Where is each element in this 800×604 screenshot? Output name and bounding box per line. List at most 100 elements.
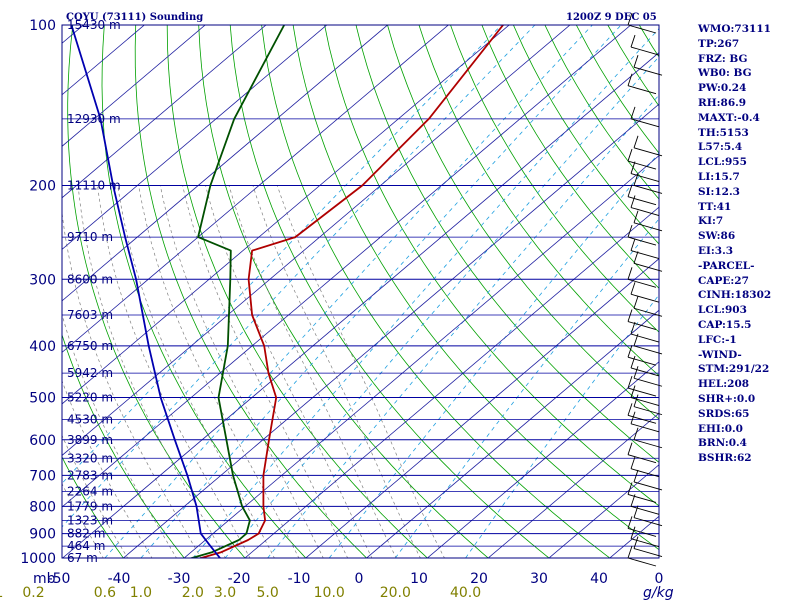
- index-line: -PARCEL-: [698, 259, 798, 274]
- index-line: STM:291/22: [698, 362, 798, 377]
- wind-barb-flag: [631, 282, 635, 294]
- wind-barb-flag: [628, 225, 632, 237]
- index-line: SRDS:65: [698, 407, 798, 422]
- temperature-tick-label: 30: [530, 571, 548, 587]
- mixing-ratio-tick-label: 5.0: [256, 585, 278, 600]
- wind-barb-staff: [631, 334, 659, 342]
- wind-barb-staff: [631, 294, 659, 302]
- wind-barb-staff: [634, 440, 662, 448]
- wind-barb-staff: [634, 223, 662, 231]
- isotherm: [0, 13, 402, 569]
- height-label: 5942 m: [67, 366, 113, 380]
- wind-barb-staff: [634, 482, 662, 490]
- index-line: BRN:0.4: [698, 436, 798, 451]
- wind-barb-flag: [634, 136, 638, 148]
- pressure-tick-label: 500: [29, 391, 56, 407]
- temperature-tick-label: 0: [355, 571, 364, 587]
- index-line: L57:5.4: [698, 140, 798, 155]
- wind-barb-flag: [628, 546, 632, 558]
- pressure-tick-label: 100: [29, 18, 56, 34]
- mixing-ratio-tick-label: 1.0: [130, 585, 152, 600]
- height-label: 2264 m: [67, 484, 113, 498]
- index-line: WB0: BG: [698, 66, 798, 81]
- wind-barb-staff: [634, 346, 662, 354]
- pressure-tick-label: 300: [29, 272, 56, 288]
- index-line: SI:12.3: [698, 185, 798, 200]
- plot-frame: [62, 25, 659, 558]
- index-line: RH:86.9: [698, 96, 798, 111]
- index-line: LFC:-1: [698, 333, 798, 348]
- dry-adiabat: [167, 25, 440, 569]
- height-label: 3320 m: [67, 451, 113, 465]
- wind-barb-staff: [634, 407, 662, 415]
- pressure-tick-label: 200: [29, 178, 56, 194]
- index-line: CAPE:27: [698, 274, 798, 289]
- wind-barb-flag: [631, 35, 635, 47]
- height-label: 2783 m: [67, 468, 113, 482]
- wind-barb-flag: [628, 185, 632, 197]
- index-line: CAP:15.5: [698, 318, 798, 333]
- index-line: WMO:73111: [698, 22, 798, 37]
- wind-barb-staff: [628, 161, 656, 169]
- wind-barb-flag: [634, 251, 638, 263]
- wind-barb-staff: [628, 558, 656, 566]
- index-line: -WIND-: [698, 348, 798, 363]
- dry-adiabat: [262, 25, 625, 569]
- wind-barb-staff: [634, 378, 662, 386]
- wind-barb-staff: [628, 237, 656, 245]
- temperature-tick-label: -50: [48, 571, 71, 587]
- dry-adiabat: [0, 25, 70, 569]
- wind-barb-flag: [628, 310, 632, 322]
- index-line: LCL:955: [698, 155, 798, 170]
- pressure-tick-label: 1000: [20, 551, 56, 567]
- wind-barb-flag: [631, 386, 635, 398]
- index-line: FRZ: BG: [698, 52, 798, 67]
- index-line: EHI:0.0: [698, 422, 798, 437]
- dry-adiabat: [0, 25, 8, 569]
- temperature-tick-label: 40: [590, 571, 608, 587]
- pressure-tick-label: 900: [29, 527, 56, 543]
- index-line: LI:15.7: [698, 170, 798, 185]
- height-label: 8600 m: [67, 272, 113, 286]
- wind-barb-flag: [631, 107, 635, 119]
- isotherm: [110, 13, 766, 569]
- wind-barb-staff: [631, 251, 659, 259]
- height-label: 9710 m: [67, 230, 113, 244]
- index-line: CINH:18302: [698, 288, 798, 303]
- wind-barb-flag: [628, 149, 632, 161]
- mixing-ratio-tick-label: 0.6: [94, 585, 116, 600]
- dry-adiabat: [325, 25, 749, 569]
- wind-barb-flag: [628, 267, 632, 279]
- pressure-tick-label: 600: [29, 433, 56, 449]
- moist-adiabat: [277, 185, 450, 569]
- mixing-ratio-tick-label: 20.0: [380, 585, 411, 600]
- temperature-tick-label: -10: [288, 571, 311, 587]
- height-label: 6750 m: [67, 339, 113, 353]
- wind-barb-flag: [634, 296, 638, 308]
- mixing-ratio-tick-label: 3.0: [214, 585, 236, 600]
- wind-barb-staff: [628, 25, 656, 33]
- wind-barb-flag: [634, 366, 638, 378]
- height-label: 67 m: [67, 551, 98, 565]
- wind-barb-staff: [634, 263, 662, 271]
- temperature-tick-label: 10: [410, 571, 428, 587]
- height-label: 1323 m: [67, 513, 113, 527]
- index-line: LCL:903: [698, 303, 798, 318]
- wind-barb-flag: [628, 443, 632, 455]
- wind-barb-staff: [628, 494, 656, 502]
- pressure-tick-label: 800: [29, 499, 56, 515]
- chart-title: COYU (73111) Sounding: [66, 12, 203, 23]
- index-line: TH:5153: [698, 126, 798, 141]
- height-label: 5220 m: [67, 391, 113, 405]
- wind-barb-flag: [631, 239, 635, 251]
- wind-barb-flag: [628, 516, 632, 528]
- wind-barb-flag: [634, 537, 638, 549]
- wind-barb-flag: [634, 55, 638, 67]
- index-line: TP:267: [698, 37, 798, 52]
- pressure-tick-label: 400: [29, 339, 56, 355]
- chart-time: 1200Z 9 DEC 05: [566, 12, 657, 23]
- dry-adiabat: [230, 25, 563, 569]
- moist-adiabat: [98, 185, 257, 569]
